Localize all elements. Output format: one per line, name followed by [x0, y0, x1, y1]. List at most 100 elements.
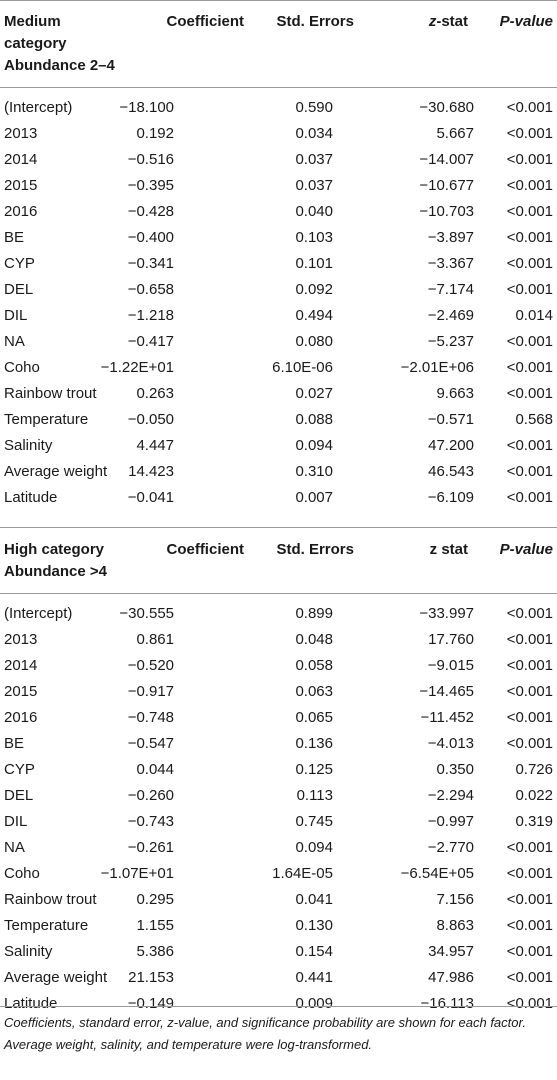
coefficient-cell: −1.218 [127, 307, 174, 324]
table-row: CYP 0.044 0.125 0.350 0.726 [0, 757, 557, 783]
std-error-cell: 0.899 [295, 605, 333, 622]
std-error-cell: 0.101 [295, 255, 333, 272]
table-row: 2015 −0.395 0.037 −10.677 <0.001 [0, 173, 557, 199]
std-error-cell: 0.048 [295, 631, 333, 648]
header-z-stat-italic: z [428, 13, 437, 30]
coefficient-cell: 0.295 [136, 891, 174, 908]
p-value-cell: <0.001 [506, 229, 553, 246]
coefficient-cell: −0.149 [127, 995, 174, 1012]
row-label: NA [4, 839, 25, 856]
table-row: Latitude −0.149 0.009 −16.113 <0.001 [0, 991, 557, 1017]
row-label: DIL [4, 813, 28, 830]
p-value-cell: <0.001 [506, 839, 553, 856]
z-stat-cell: −2.01E+06 [400, 359, 474, 376]
std-error-cell: 0.113 [296, 787, 333, 804]
std-error-cell: 0.034 [295, 125, 333, 142]
row-label: 2015 [4, 683, 38, 700]
z-stat-cell: 0.350 [436, 761, 474, 778]
coefficient-cell: −0.341 [127, 255, 174, 272]
coefficient-cell: −0.520 [127, 657, 174, 674]
section-high-label-line2: Abundance >4 [4, 563, 107, 580]
section-medium-label: Medium category Abundance 2–4 [4, 11, 154, 77]
std-error-cell: 0.080 [295, 333, 333, 350]
p-value-cell: <0.001 [506, 125, 553, 142]
p-value-cell: <0.001 [506, 709, 553, 726]
p-value-cell: <0.001 [506, 281, 553, 298]
std-error-cell: 6.10E-06 [272, 359, 333, 376]
row-label: Rainbow trout [4, 891, 97, 908]
row-label: Coho [4, 359, 40, 376]
p-value-cell: <0.001 [506, 99, 553, 116]
section-medium-label-line2: category [4, 35, 67, 52]
std-error-cell: 0.094 [295, 839, 333, 856]
table-row: 2015 −0.917 0.063 −14.465 <0.001 [0, 679, 557, 705]
std-error-cell: 0.037 [295, 151, 333, 168]
std-error-cell: 0.041 [295, 891, 333, 908]
p-value-cell: <0.001 [506, 605, 553, 622]
row-label: DEL [4, 281, 34, 298]
p-value-cell: <0.001 [506, 385, 553, 402]
std-error-cell: 0.065 [295, 709, 333, 726]
header-std-errors: Std. Errors [276, 13, 354, 30]
coefficient-cell: 0.192 [136, 125, 174, 142]
std-error-cell: 0.037 [295, 177, 333, 194]
std-error-cell: 0.130 [295, 917, 333, 934]
std-error-cell: 0.441 [295, 969, 333, 986]
section-medium-label-line3: Abundance 2–4 [4, 57, 115, 74]
std-error-cell: 0.027 [295, 385, 333, 402]
row-label: 2016 [4, 203, 38, 220]
row-label: Average weight [4, 463, 108, 480]
z-stat-cell: 46.543 [428, 463, 474, 480]
footnote-line2: Average weight, salinity, and temperatur… [4, 1037, 373, 1052]
section-medium-header-rule [0, 87, 557, 88]
z-stat-cell: −30.680 [419, 99, 474, 116]
table-row: 2016 −0.748 0.065 −11.452 <0.001 [0, 705, 557, 731]
p-value-cell: <0.001 [506, 969, 553, 986]
table-row: BE −0.547 0.136 −4.013 <0.001 [0, 731, 557, 757]
z-stat-cell: −7.174 [427, 281, 474, 298]
z-stat-cell: −33.997 [419, 605, 474, 622]
header-z-stat: z-stat [380, 11, 468, 33]
row-label: 2015 [4, 177, 38, 194]
std-error-cell: 1.64E-05 [272, 865, 333, 882]
table-row: DIL −0.743 0.745 −0.997 0.319 [0, 809, 557, 835]
z-stat-cell: −9.015 [427, 657, 474, 674]
std-error-cell: 0.103 [295, 229, 333, 246]
p-value-cell: <0.001 [506, 865, 553, 882]
std-error-cell: 0.094 [295, 437, 333, 454]
p-value-cell: 0.726 [515, 761, 553, 778]
z-stat-cell: −0.997 [427, 813, 474, 830]
coefficient-cell: −0.917 [127, 683, 174, 700]
z-stat-cell: −10.677 [419, 177, 474, 194]
p-value-cell: <0.001 [506, 943, 553, 960]
coefficient-cell: 1.155 [136, 917, 174, 934]
std-error-cell: 0.154 [295, 943, 333, 960]
std-error-cell: 0.136 [295, 735, 333, 752]
table-row: 2013 0.192 0.034 5.667 <0.001 [0, 121, 557, 147]
table-top-rule [0, 0, 557, 1]
p-value-cell: <0.001 [506, 151, 553, 168]
header-p-value-2: P-value [499, 541, 553, 558]
table-row: Rainbow trout 0.295 0.041 7.156 <0.001 [0, 887, 557, 913]
table-row: 2014 −0.516 0.037 −14.007 <0.001 [0, 147, 557, 173]
header-p-value: P-value [472, 11, 553, 33]
table-row: Latitude −0.041 0.007 −6.109 <0.001 [0, 485, 557, 511]
coefficient-cell: −0.400 [127, 229, 174, 246]
z-stat-cell: −14.465 [419, 683, 474, 700]
coefficient-cell: 0.044 [136, 761, 174, 778]
p-value-cell: 0.319 [515, 813, 553, 830]
row-label: BE [4, 229, 25, 246]
std-error-cell: 0.063 [295, 683, 333, 700]
p-value-cell: <0.001 [506, 203, 553, 220]
table-row: Temperature −0.050 0.088 −0.571 0.568 [0, 407, 557, 433]
coefficient-cell: −18.100 [119, 99, 174, 116]
table-bottom-rule [0, 1006, 557, 1007]
p-value-cell: <0.001 [506, 735, 553, 752]
table-row: DIL −1.218 0.494 −2.469 0.014 [0, 303, 557, 329]
header-z-stat-2: z stat [429, 541, 468, 558]
table-row: DEL −0.260 0.113 −2.294 0.022 [0, 783, 557, 809]
std-error-cell: 0.007 [295, 489, 333, 506]
coefficient-cell: −0.516 [127, 151, 174, 168]
table-row: Salinity 5.386 0.154 34.957 <0.001 [0, 939, 557, 965]
p-value-cell: <0.001 [506, 463, 553, 480]
